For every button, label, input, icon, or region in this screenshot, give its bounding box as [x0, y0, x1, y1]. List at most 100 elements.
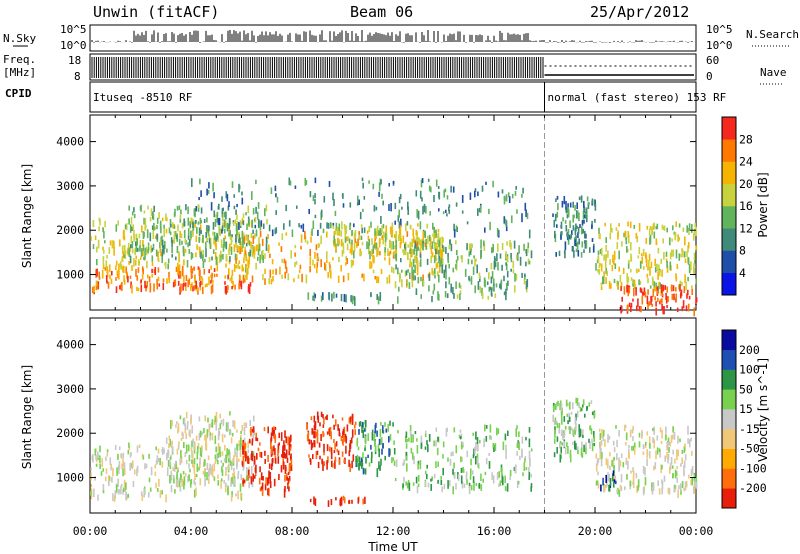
- data-point: [349, 224, 351, 231]
- data-point: [331, 293, 333, 302]
- data-point: [382, 223, 385, 229]
- data-point: [333, 199, 335, 207]
- data-point: [374, 276, 377, 280]
- data-point: [508, 196, 511, 203]
- data-point: [516, 252, 519, 261]
- data-point: [260, 472, 263, 481]
- data-point: [661, 304, 663, 310]
- data-point: [468, 251, 471, 257]
- data-point: [267, 477, 270, 484]
- data-point: [149, 232, 152, 242]
- data-point: [203, 268, 206, 275]
- data-point: [289, 180, 292, 186]
- data-point: [428, 434, 431, 442]
- data-point: [667, 458, 669, 464]
- data-point: [626, 473, 628, 480]
- data-point: [210, 265, 212, 270]
- data-point: [528, 450, 531, 460]
- data-point: [445, 264, 447, 273]
- data-point: [186, 260, 189, 268]
- data-point: [149, 285, 152, 293]
- data-point: [553, 419, 556, 426]
- data-point: [435, 427, 438, 432]
- data-point: [394, 220, 396, 225]
- power-ylabel: Slant Range [km]: [20, 164, 34, 268]
- data-point: [102, 264, 105, 270]
- data-point: [607, 459, 609, 469]
- data-point: [117, 453, 119, 461]
- data-point: [438, 208, 440, 212]
- data-point: [264, 268, 266, 274]
- data-point: [282, 445, 285, 451]
- y-tick-label: 1000: [56, 268, 84, 282]
- data-point: [222, 244, 225, 252]
- data-point: [205, 232, 207, 239]
- data-point: [412, 452, 414, 460]
- data-point: [213, 463, 216, 472]
- data-point: [193, 465, 196, 474]
- data-point: [674, 458, 676, 464]
- data-point: [437, 228, 440, 233]
- data-point: [528, 471, 531, 478]
- data-point: [441, 236, 443, 246]
- data-point: [342, 193, 344, 199]
- data-point: [565, 201, 567, 210]
- data-point: [390, 231, 393, 236]
- data-point: [552, 405, 555, 413]
- data-point: [687, 303, 690, 312]
- data-point: [277, 449, 279, 456]
- data-point: [264, 450, 266, 456]
- data-point: [684, 443, 686, 448]
- data-point: [328, 181, 331, 187]
- data-point: [178, 479, 181, 488]
- data-point: [346, 424, 349, 432]
- data-point: [585, 233, 587, 239]
- data-point: [102, 484, 105, 492]
- data-point: [640, 253, 643, 257]
- data-point: [399, 278, 401, 283]
- data-point: [447, 457, 449, 462]
- data-point: [323, 443, 325, 453]
- data-point: [182, 471, 185, 475]
- data-point: [558, 423, 561, 429]
- data-point: [183, 229, 186, 239]
- data-point: [579, 406, 582, 412]
- data-point: [288, 476, 291, 481]
- data-point: [554, 429, 556, 438]
- data-point: [320, 259, 322, 268]
- data-point: [231, 433, 234, 437]
- data-point: [334, 238, 336, 248]
- data-point: [382, 200, 384, 206]
- data-point: [254, 217, 257, 223]
- data-point: [557, 400, 559, 407]
- data-point: [519, 256, 522, 266]
- data-point: [326, 444, 329, 452]
- data-point: [398, 209, 400, 218]
- data-point: [229, 234, 232, 240]
- data-point: [691, 477, 694, 486]
- data-point: [669, 441, 672, 447]
- data-point: [655, 450, 657, 460]
- data-point: [651, 487, 654, 495]
- data-point: [672, 285, 675, 292]
- data-point: [594, 204, 597, 211]
- data-point: [208, 269, 210, 274]
- data-point: [453, 472, 456, 479]
- data-point: [170, 470, 173, 480]
- data-point: [500, 279, 503, 286]
- data-point: [669, 237, 671, 246]
- data-point: [399, 272, 401, 278]
- data-point: [388, 251, 391, 257]
- data-point: [695, 278, 697, 285]
- data-point: [288, 220, 291, 227]
- data-point: [497, 428, 500, 434]
- data-point: [200, 207, 203, 214]
- data-point: [224, 228, 226, 234]
- data-point: [658, 269, 661, 277]
- data-point: [501, 189, 504, 194]
- data-point: [511, 194, 514, 199]
- data-point: [105, 275, 108, 283]
- data-point: [270, 463, 273, 471]
- beam-label: Beam 06: [350, 3, 413, 21]
- data-point: [513, 467, 516, 472]
